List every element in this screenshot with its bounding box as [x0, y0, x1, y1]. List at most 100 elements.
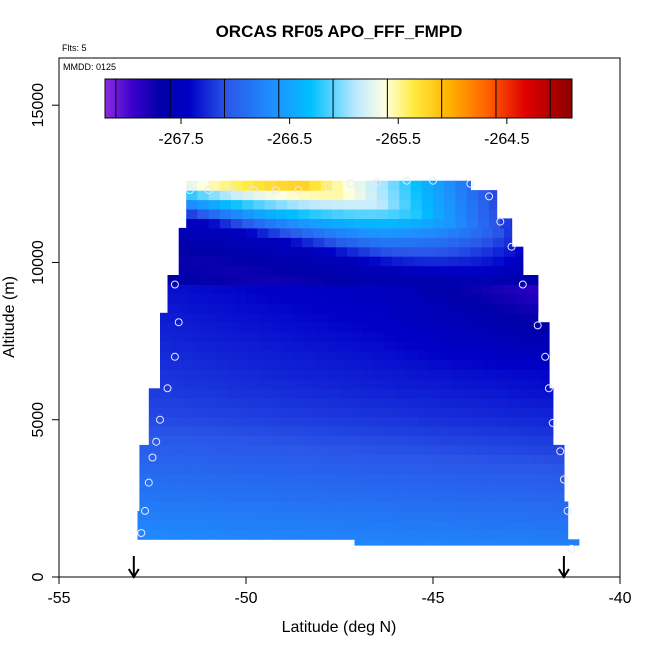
heatmap-cell — [227, 510, 240, 521]
heatmap-cell — [429, 350, 442, 361]
heatmap-cell — [178, 293, 191, 304]
heatmap-cell — [347, 284, 359, 295]
x-axis: -55 -50 -45 -40 — [47, 577, 632, 607]
heatmap-cell — [223, 293, 236, 304]
heatmap-cell — [184, 463, 197, 474]
heatmap-cell — [268, 293, 281, 304]
heatmap-cell — [320, 218, 333, 229]
heatmap-cell — [216, 312, 228, 323]
heatmap-cell — [436, 256, 449, 267]
heatmap-cell — [419, 501, 432, 512]
heatmap-cell — [150, 463, 163, 474]
heatmap-cell — [541, 331, 550, 342]
heatmap-cell — [343, 199, 355, 210]
heatmap-cell — [305, 360, 318, 370]
heatmap-cell — [384, 350, 397, 361]
heatmap-cell — [476, 492, 488, 503]
heatmap-cell — [498, 473, 511, 484]
heatmap-cell — [184, 501, 197, 512]
heatmap-cell — [520, 482, 533, 493]
heatmap-cell — [358, 265, 370, 276]
heatmap-cell — [246, 227, 258, 238]
heatmap-cell — [212, 275, 225, 285]
heatmap-cell — [285, 454, 298, 465]
heatmap-cell — [234, 265, 247, 276]
heatmap-cell — [470, 303, 483, 314]
heatmap-cell — [384, 426, 397, 436]
heatmap-cell — [462, 529, 475, 540]
heatmap-cell — [554, 501, 567, 512]
y-tick-label: 0 — [30, 572, 47, 581]
heatmap-cell — [238, 510, 251, 521]
heatmap-cell — [380, 293, 393, 304]
heatmap-cell — [418, 388, 430, 399]
heatmap-cell — [212, 256, 225, 267]
heatmap-cell — [242, 190, 255, 201]
heatmap-cell — [530, 407, 542, 418]
heatmap-cell — [173, 444, 185, 455]
heatmap-cell — [369, 293, 382, 304]
heatmap-cell — [406, 529, 419, 540]
heatmap-cell — [440, 416, 453, 427]
heatmap-cell — [223, 227, 236, 238]
heatmap-cell — [249, 397, 262, 408]
heatmap-cell — [173, 482, 185, 493]
heatmap-cell — [507, 331, 520, 342]
heatmap-cell — [272, 520, 284, 531]
heatmap-cell — [515, 256, 524, 267]
heatmap-cell — [317, 360, 329, 370]
heatmap-cell — [431, 463, 443, 474]
observation-point — [249, 186, 258, 195]
heatmap-cell — [272, 510, 284, 521]
heatmap-cell — [264, 218, 277, 229]
heatmap-cell — [189, 275, 202, 285]
heatmap-cell — [530, 529, 542, 540]
heatmap-cell — [328, 378, 341, 389]
heatmap-cell — [507, 350, 520, 361]
heatmap-cell — [384, 435, 397, 446]
heatmap-cell — [253, 199, 266, 210]
heatmap-cell — [388, 199, 400, 210]
heatmap-cell — [341, 463, 354, 474]
heatmap-cell — [148, 416, 161, 427]
heatmap-cell — [171, 435, 183, 446]
heatmap-cell — [261, 416, 273, 427]
heatmap-cell — [431, 454, 443, 465]
heatmap-cell — [223, 237, 236, 248]
heatmap-cell — [462, 397, 475, 408]
heatmap-cell — [509, 492, 522, 503]
heatmap-cell — [399, 218, 412, 229]
heatmap-cell — [352, 454, 365, 465]
heatmap-cell — [249, 407, 262, 418]
heatmap-cell — [552, 407, 554, 418]
heatmap-cell — [477, 190, 490, 201]
heatmap-cell — [160, 397, 172, 408]
heatmap-cell — [474, 369, 486, 380]
heatmap-cell — [397, 501, 410, 512]
heatmap-cell — [361, 435, 374, 446]
heatmap-cell — [283, 435, 296, 446]
heatmap-cell — [515, 246, 524, 257]
heatmap-cell — [440, 322, 453, 333]
heatmap-cell — [354, 180, 367, 191]
heatmap-cell — [328, 312, 341, 323]
heatmap-cell — [182, 529, 195, 540]
heatmap-cell — [249, 510, 262, 521]
heatmap-cell — [249, 388, 262, 399]
y-axis: 0 5000 10000 15000 — [30, 83, 59, 581]
heatmap-cell — [137, 510, 150, 521]
heatmap-cell — [395, 520, 408, 531]
heatmap-cell — [182, 397, 195, 408]
heatmap-cell — [481, 237, 494, 248]
heatmap-cell — [436, 265, 449, 276]
heatmap-cell — [279, 246, 292, 257]
heatmap-cell — [320, 180, 333, 191]
heatmap-cell — [317, 350, 329, 361]
heatmap-cell — [238, 426, 251, 436]
heatmap-cell — [305, 378, 318, 389]
heatmap-cell — [530, 322, 542, 333]
heatmap-cell — [261, 520, 273, 531]
heatmap-cell — [418, 322, 430, 333]
heatmap-cell — [251, 473, 264, 484]
heatmap-cell — [341, 492, 354, 503]
